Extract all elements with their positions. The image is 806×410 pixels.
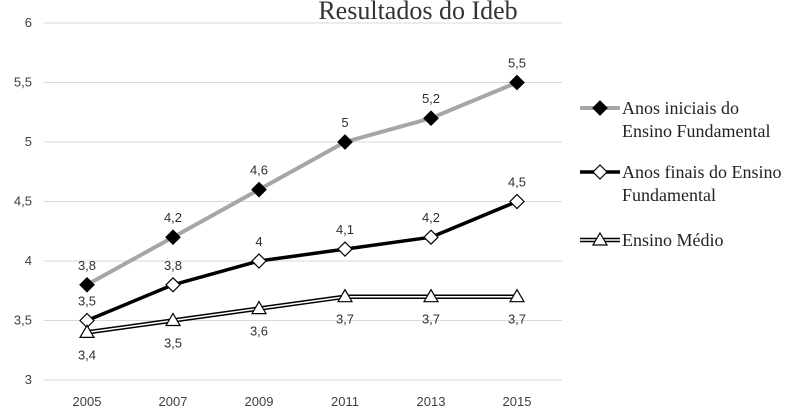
data-label: 4,2	[164, 210, 182, 225]
data-label: 4,2	[422, 210, 440, 225]
y-tick-label: 4	[25, 253, 32, 268]
legend-label: Ensino Fundamental	[622, 121, 770, 141]
legend-label: Anos finais do Ensino	[622, 162, 782, 182]
series-layer	[78, 74, 526, 338]
legend-marker	[592, 164, 608, 180]
y-tick-label: 5	[25, 134, 32, 149]
data-point-marker	[78, 324, 96, 338]
data-label: 3,6	[250, 324, 268, 339]
data-label: 3,8	[78, 258, 96, 273]
series-line-anos-iniciais	[86, 80, 518, 287]
x-tick-label: 2007	[159, 394, 188, 409]
data-label: 3,5	[78, 294, 96, 309]
legend-marker	[592, 100, 608, 116]
data-point-marker	[336, 288, 354, 303]
data-point-marker	[509, 193, 525, 210]
data-label: 3,7	[422, 312, 440, 327]
chart-title: Resultados do Ideb	[318, 0, 517, 25]
legend-marker	[591, 231, 609, 246]
legend: Anos iniciais do Ensino Fundamental Anos f…	[580, 98, 782, 250]
data-point-marker	[251, 181, 267, 198]
data-label: 3,7	[336, 312, 354, 327]
series-line-ensino-medio-inner	[86, 295, 517, 334]
data-label: 4,5	[508, 175, 526, 190]
data-label: 5,2	[422, 91, 440, 106]
x-tick-label: 2005	[73, 394, 102, 409]
data-point-marker	[165, 276, 181, 293]
series-line-anos-finais	[86, 199, 518, 323]
data-point-marker	[165, 229, 181, 246]
data-label: 3,4	[78, 347, 96, 362]
data-point-marker	[251, 253, 267, 269]
data-point-marker	[164, 312, 182, 327]
data-point-marker	[423, 110, 439, 127]
data-point-marker	[508, 288, 526, 303]
data-label: 3,8	[164, 258, 182, 273]
data-point-marker	[509, 74, 525, 91]
x-tick-label: 2011	[331, 394, 359, 409]
data-label-layer: 3,8 4,2 4,6 5 5,2 5,5 3,5 3,8 4 4,1 4,2 4,5 3,4 3,5 3,…	[78, 56, 526, 363]
y-tick-label: 3,5	[14, 313, 32, 328]
data-label: 5,5	[508, 56, 526, 71]
axis-layer: 3 3,5 4 4,5 5 5,5 6 2005 2007 2009 2011 2013 2015	[14, 15, 532, 409]
legend-label: Anos iniciais do	[622, 98, 739, 118]
x-tick-label: 2013	[417, 394, 446, 409]
legend-label: Ensino Médio	[622, 230, 724, 250]
data-label: 4,6	[250, 163, 268, 178]
data-label: 3,5	[164, 336, 182, 351]
y-tick-label: 5,5	[14, 75, 32, 90]
data-point-marker	[337, 241, 353, 257]
y-tick-label: 3	[25, 372, 32, 387]
legend-label: Fundamental	[622, 185, 716, 205]
y-tick-label: 6	[25, 15, 32, 30]
y-tick-label: 4,5	[14, 194, 32, 209]
data-label: 3,7	[508, 312, 526, 327]
data-label: 4	[255, 234, 262, 249]
data-point-marker	[423, 229, 439, 246]
data-label: 4,1	[336, 222, 354, 237]
data-point-marker	[250, 300, 268, 315]
data-label: 5	[341, 115, 348, 130]
data-point-marker	[79, 276, 95, 293]
data-point-marker	[422, 288, 440, 303]
x-tick-label: 2015	[503, 394, 532, 409]
data-point-marker	[337, 134, 353, 150]
x-tick-label: 2009	[245, 394, 274, 409]
